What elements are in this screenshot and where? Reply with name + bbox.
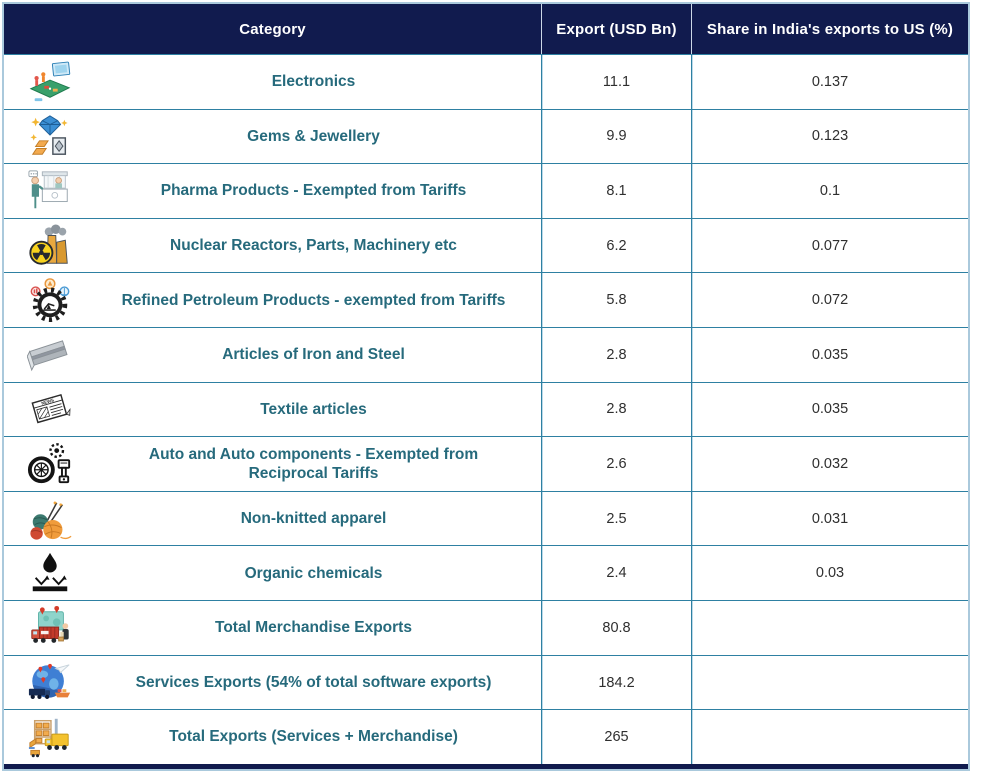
table-row-nuclear: Nuclear Reactors, Parts, Machinery etc 6…: [4, 217, 968, 273]
column-header-export: Export (USD Bn): [541, 4, 691, 54]
iron-steel-icon: [14, 332, 86, 378]
pharma-icon: [14, 168, 86, 214]
table-row-services: Services Exports (54% of total software …: [4, 654, 968, 710]
share-value: 0.072: [691, 273, 968, 328]
share-value: 0.03: [691, 546, 968, 601]
table-row-merchandise: Total Merchandise Exports 80.8: [4, 600, 968, 655]
electronics-icon: [14, 59, 86, 105]
export-value: 184.2: [541, 655, 691, 710]
share-value: 0.032: [691, 437, 968, 491]
category-label: Electronics: [271, 73, 356, 91]
category-label: Total Exports (Services + Merchandise): [169, 728, 458, 746]
exports-table: Category Export (USD Bn) Share in India'…: [2, 2, 970, 771]
share-value: 0.035: [691, 328, 968, 382]
total-exports-icon: [14, 714, 86, 760]
export-value: 8.1: [541, 164, 691, 218]
export-value: 80.8: [541, 601, 691, 655]
export-value: 2.8: [541, 382, 691, 437]
share-value: 0.031: [691, 491, 968, 546]
auto-components-icon: [14, 441, 86, 487]
share-value: 0.1: [691, 164, 968, 218]
services-export-icon: [14, 660, 86, 706]
textile-icon: NEWS: [14, 386, 86, 432]
column-header-share: Share in India's exports to US (%): [691, 4, 968, 54]
share-value: 0.077: [691, 218, 968, 273]
share-value: [691, 601, 968, 655]
category-label: Non-knitted apparel: [240, 509, 387, 527]
table-row-iron-steel: Articles of Iron and Steel 2.8 0.035: [4, 327, 968, 382]
export-value: 2.8: [541, 328, 691, 382]
gems-jewellery-icon: [14, 113, 86, 159]
table-row-auto: Auto and Auto components - Exempted from…: [4, 436, 968, 491]
table-row-petroleum: Refined Petroleum Products - exempted fr…: [4, 272, 968, 328]
table-row-textile: NEWS Textile articles 2.8 0.035: [4, 381, 968, 437]
export-value: 5.8: [541, 273, 691, 328]
category-label: Total Merchandise Exports: [215, 619, 412, 637]
organic-chemicals-icon: [14, 550, 86, 596]
category-label: Organic chemicals: [244, 564, 383, 582]
bottom-border-bar: [4, 763, 968, 769]
category-label: Gems & Jewellery: [247, 127, 380, 145]
category-label: Auto and Auto components - Exempted from…: [148, 445, 479, 483]
export-value: 265: [541, 710, 691, 764]
share-value: 0.035: [691, 382, 968, 437]
category-label: Articles of Iron and Steel: [222, 346, 405, 364]
table-row-apparel: Non-knitted apparel 2.5 0.031: [4, 490, 968, 546]
category-label: Textile articles: [260, 400, 367, 418]
category-label: Services Exports (54% of total software …: [135, 673, 492, 691]
share-value: 0.123: [691, 109, 968, 164]
export-value: 2.6: [541, 437, 691, 491]
apparel-yarn-icon: [14, 496, 86, 542]
table-header-row: Category Export (USD Bn) Share in India'…: [4, 4, 968, 54]
category-label: Nuclear Reactors, Parts, Machinery etc: [170, 236, 457, 254]
merchandise-export-icon: [14, 605, 86, 651]
table-row-organic-chemicals: Organic chemicals 2.4 0.03: [4, 545, 968, 601]
nuclear-icon: [14, 223, 86, 269]
export-value: 6.2: [541, 218, 691, 273]
svg-text:NEWS: NEWS: [41, 398, 55, 406]
column-header-category: Category: [239, 20, 306, 38]
export-value: 11.1: [541, 55, 691, 109]
table-row-gems-jewellery: Gems & Jewellery 9.9 0.123: [4, 108, 968, 164]
table-row-pharma: Pharma Products - Exempted from Tariffs …: [4, 163, 968, 218]
category-label: Refined Petroleum Products - exempted fr…: [121, 291, 506, 309]
table-row-electronics: Electronics 11.1 0.137: [4, 54, 968, 109]
table-row-total-exports: Total Exports (Services + Merchandise) 2…: [4, 709, 968, 764]
share-value: 0.137: [691, 55, 968, 109]
export-value: 2.5: [541, 491, 691, 546]
export-value: 9.9: [541, 109, 691, 164]
export-value: 2.4: [541, 546, 691, 601]
share-value: [691, 655, 968, 710]
share-value: [691, 710, 968, 764]
category-label: Pharma Products - Exempted from Tariffs: [160, 182, 467, 200]
petroleum-icon: [14, 277, 86, 323]
